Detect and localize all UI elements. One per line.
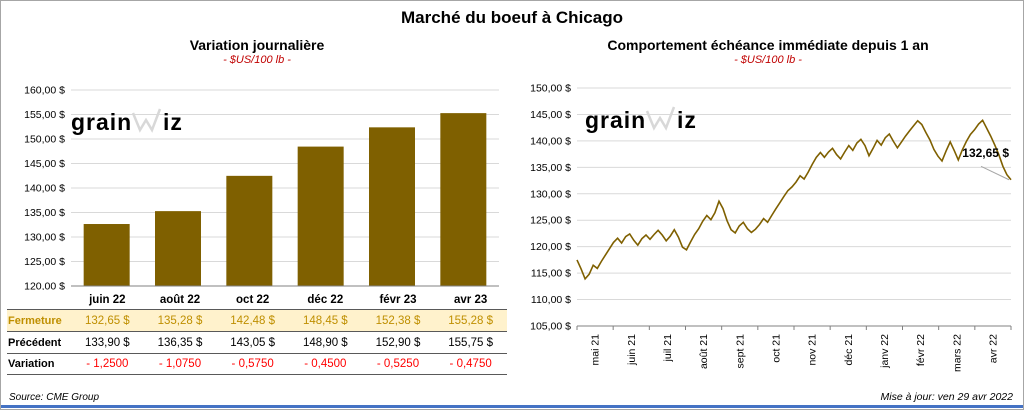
svg-text:oct 21: oct 21 — [770, 334, 782, 363]
column-header: avr 23 — [454, 294, 488, 306]
svg-text:avr 22: avr 22 — [987, 334, 999, 363]
table-row-1: Précédent 133,90 $ 136,35 $ 143,05 $ 148,90 … — [7, 331, 507, 353]
svg-text:déc 21: déc 21 — [843, 334, 855, 366]
svg-text:120,00 $: 120,00 $ — [24, 281, 65, 291]
cell-value: 143,05 $ — [230, 336, 276, 349]
svg-text:125,00 $: 125,00 $ — [530, 215, 571, 227]
svg-text:115,00 $: 115,00 $ — [531, 268, 571, 280]
cell-value: 152,38 $ — [375, 314, 421, 327]
column-header: août 22 — [159, 294, 201, 306]
column-header: déc 22 — [307, 294, 344, 306]
line-chart-subtitle: - $US/100 lb - — [734, 54, 802, 66]
column-header: févr 23 — [379, 294, 417, 306]
svg-text:155,00 $: 155,00 $ — [24, 109, 65, 121]
column-header: juin 22 — [89, 294, 126, 306]
cell-value: 132,65 $ — [84, 314, 130, 327]
page-title: Marché du boeuf à Chicago — [401, 8, 623, 27]
source-note: Source: CME Group — [9, 392, 100, 403]
svg-text:135,00 $: 135,00 $ — [24, 207, 65, 219]
svg-text:132,65 $: 132,65 $ — [962, 146, 1009, 160]
bar-chart-title: Variation journalière — [189, 37, 325, 53]
cell-value: 142,48 $ — [230, 314, 276, 327]
bar-chart: 120,00 $ 125,00 $ 130,00 $ 135,00 $ 140,00 $… — [24, 85, 499, 291]
row-label: Variation — [8, 358, 55, 370]
one-year-trend-panel: Comportement échéance immédiate depuis 1… — [515, 37, 1021, 384]
last-price-annotation: 132,65 $ — [962, 146, 1009, 181]
svg-text:150,00 $: 150,00 $ — [530, 83, 571, 95]
update-note: Mise à jour: ven 29 avr 2022 — [880, 391, 1014, 403]
svg-text:125,00 $: 125,00 $ — [24, 256, 65, 268]
svg-text:130,00 $: 130,00 $ — [24, 232, 65, 244]
cell-value: 136,35 $ — [157, 336, 203, 349]
cell-value: - 1,2500 — [86, 358, 129, 370]
cell-value: 148,45 $ — [302, 314, 348, 327]
bar-chart-subtitle: - $US/100 lb - — [223, 54, 291, 66]
svg-text:juin 21: juin 21 — [626, 334, 638, 366]
bottom-accent-bar — [1, 405, 1023, 408]
svg-text:mars 22: mars 22 — [951, 334, 963, 372]
svg-text:105,00 $: 105,00 $ — [530, 321, 571, 333]
table-header-row: juin 22 août 22 oct 22 déc 22 févr 23 avr 23 — [7, 291, 507, 309]
cell-value: - 1,0750 — [158, 358, 202, 370]
cell-value: - 0,5750 — [231, 358, 274, 370]
cell-value: - 0,4500 — [304, 358, 347, 370]
line-y-axis-labels: 105,00 $ 110,00 $ 115,00 $ 120,00 $ 125,00 $… — [530, 83, 571, 333]
svg-text:145,00 $: 145,00 $ — [24, 158, 65, 170]
svg-text:août 21: août 21 — [698, 334, 710, 369]
svg-text:145,00 $: 145,00 $ — [530, 109, 571, 121]
grainwiz-watermark: grain iz — [585, 106, 697, 133]
svg-text:juil 21: juil 21 — [662, 334, 674, 363]
table-row-0: Fermeture 132,65 $ 135,28 $ 142,48 $ 148,45 … — [7, 309, 507, 331]
cell-value: 135,28 $ — [157, 314, 203, 327]
cell-value: 152,90 $ — [375, 336, 421, 349]
svg-text:janv 22: janv 22 — [879, 334, 891, 369]
table-row-2: Variation - 1,2500 - 1,0750 - 0,5750 - 0,450… — [7, 353, 507, 375]
daily-variation-panel: Variation journalière - $US/100 lb - 120… — [7, 37, 507, 375]
line-x-axis — [576, 325, 1012, 330]
svg-text:135,00 $: 135,00 $ — [530, 162, 571, 174]
svg-text:110,00 $: 110,00 $ — [531, 294, 571, 306]
cell-value: - 0,5250 — [376, 358, 420, 370]
bar-y-axis-labels: 120,00 $ 125,00 $ 130,00 $ 135,00 $ 140,00 $… — [24, 85, 65, 291]
svg-text:grain: grain — [585, 107, 646, 133]
line-x-axis-labels: mai 21 juin 21 juil 21 août 21 sept 21 oct 21… — [590, 334, 1000, 372]
svg-text:nov 21: nov 21 — [807, 334, 819, 366]
bar-series — [83, 113, 487, 287]
cell-value: 148,90 $ — [302, 336, 348, 349]
svg-text:150,00 $: 150,00 $ — [24, 134, 65, 146]
column-header: oct 22 — [236, 294, 270, 306]
line-series — [576, 119, 1012, 281]
row-label: Précédent — [8, 336, 62, 349]
svg-text:160,00 $: 160,00 $ — [24, 85, 65, 97]
row-label: Fermeture — [8, 314, 62, 327]
svg-text:sept 21: sept 21 — [734, 334, 746, 369]
price-table: juin 22 août 22 oct 22 déc 22 févr 23 avr 23 F… — [7, 291, 507, 375]
grainwiz-watermark: grain iz — [71, 108, 183, 135]
svg-text:grain: grain — [71, 109, 132, 135]
cell-value: 155,75 $ — [448, 336, 494, 349]
line-chart: 105,00 $ 110,00 $ 115,00 $ 120,00 $ 125,00 $… — [530, 83, 1012, 372]
svg-text:iz: iz — [163, 109, 183, 135]
svg-text:140,00 $: 140,00 $ — [24, 183, 65, 195]
svg-text:mai 21: mai 21 — [590, 334, 602, 366]
line-chart-title: Comportement échéance immédiate depuis 1… — [607, 37, 929, 53]
svg-text:févr 22: févr 22 — [915, 334, 927, 366]
cell-value: - 0,4750 — [449, 358, 492, 370]
svg-text:120,00 $: 120,00 $ — [530, 241, 571, 253]
svg-text:140,00 $: 140,00 $ — [530, 135, 571, 147]
svg-text:130,00 $: 130,00 $ — [530, 188, 571, 200]
bar-gridlines — [71, 89, 499, 287]
cell-value: 133,90 $ — [84, 336, 130, 349]
cell-value: 155,28 $ — [448, 314, 494, 327]
svg-text:iz: iz — [677, 107, 697, 133]
